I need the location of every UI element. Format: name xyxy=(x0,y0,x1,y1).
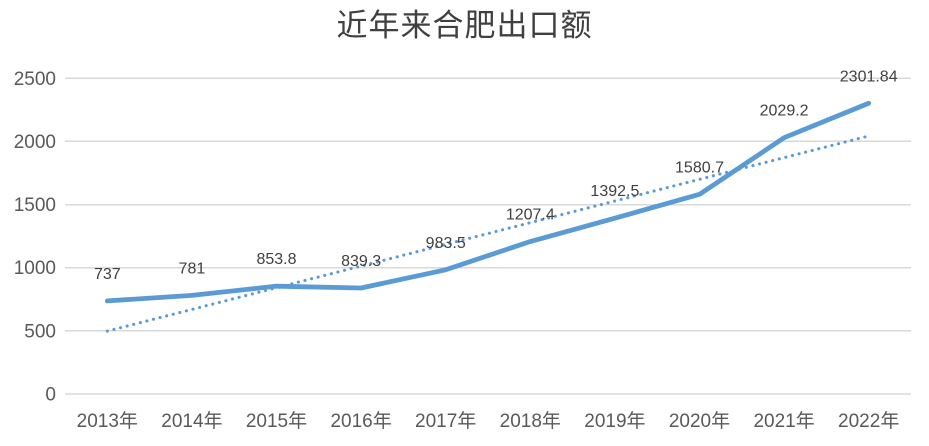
x-axis-tick-label: 2016年 xyxy=(330,410,391,432)
data-label: 983.5 xyxy=(426,235,466,252)
y-axis-tick-label: 0 xyxy=(45,385,56,406)
y-axis-tick-label: 1500 xyxy=(14,195,56,216)
data-label: 839.3 xyxy=(341,253,381,270)
x-axis-tick-label: 2019年 xyxy=(584,410,645,432)
y-axis-tick-label: 1000 xyxy=(14,258,56,279)
x-axis-tick-label: 2017年 xyxy=(415,410,476,432)
x-axis-tick-label: 2015年 xyxy=(246,410,307,432)
x-axis-tick-label: 2021年 xyxy=(753,410,814,432)
y-axis-tick-label: 500 xyxy=(24,321,56,342)
chart-title: 近年来合肥出口额 xyxy=(336,8,593,43)
trendline-dotted xyxy=(105,134,871,333)
x-axis-tick-label: 2020年 xyxy=(669,410,730,432)
y-axis-tick-label: 2500 xyxy=(14,69,56,90)
data-label: 2301.84 xyxy=(840,68,898,85)
data-label: 2029.2 xyxy=(760,103,809,120)
x-axis-tick-label: 2022年 xyxy=(838,410,899,432)
data-label: 781 xyxy=(179,260,206,277)
data-label: 1580.7 xyxy=(675,159,724,176)
x-axis-tick-label: 2014年 xyxy=(161,410,222,432)
data-label: 853.8 xyxy=(256,251,296,268)
data-label: 1207.4 xyxy=(506,207,555,224)
series-line xyxy=(104,100,872,304)
x-axis-tick-label: 2018年 xyxy=(500,410,561,432)
y-axis-tick-label: 2000 xyxy=(14,132,56,153)
data-label: 1392.5 xyxy=(590,183,639,200)
x-axis-tick-label: 2013年 xyxy=(77,410,138,432)
data-label: 737 xyxy=(94,266,121,283)
